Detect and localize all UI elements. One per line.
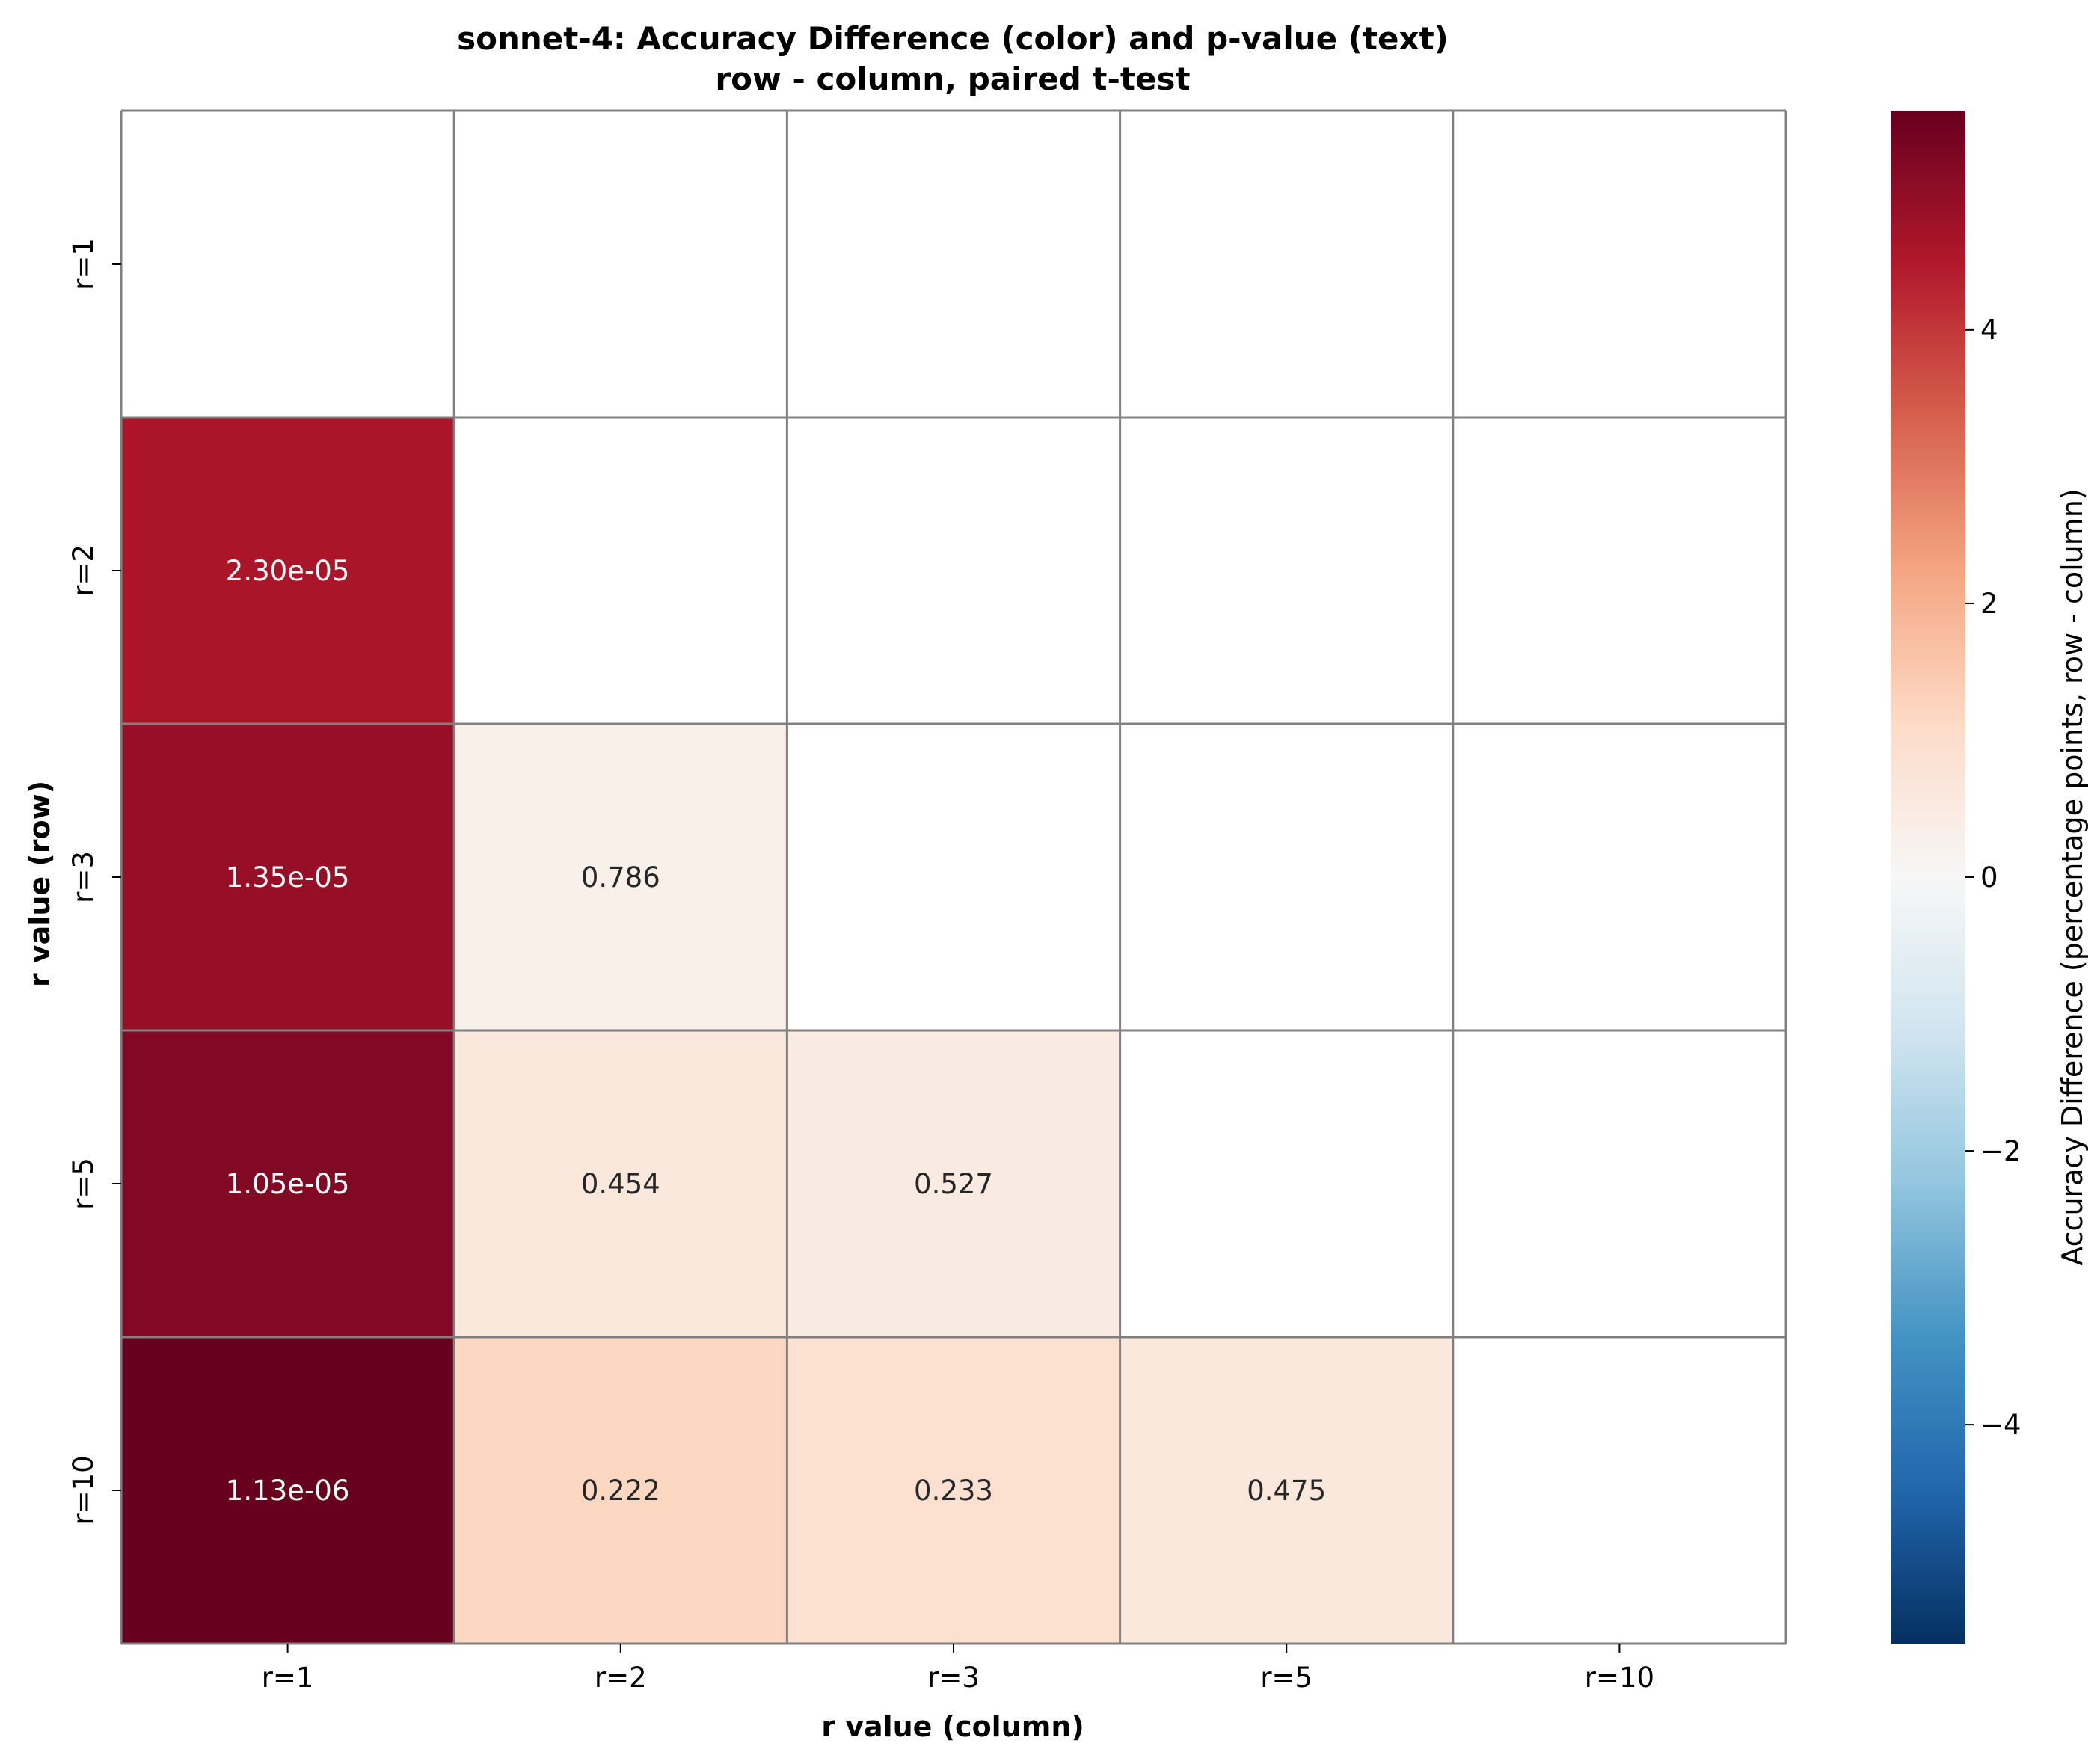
heatmap-cell-labels: 2.30e-05 1.35e-05 0.786 1.05e-05 0.454 0.527 1… [226, 555, 1326, 1507]
heatmap-cell [454, 1030, 787, 1337]
chart-title-line1: sonnet-4: Accuracy Difference (color) an… [457, 20, 1449, 57]
cell-p-value-label: 2.30e-05 [226, 555, 350, 587]
colorbar-ticks: 4 2 0 −2 −4 [1965, 314, 2021, 1441]
heatmap-cells [121, 111, 1786, 1644]
heatmap-cell [454, 1337, 787, 1644]
heatmap-cell [121, 724, 455, 1030]
heatmap-cell [121, 417, 455, 724]
chart-title-line2: row - column, paired t-test [715, 61, 1190, 97]
y-axis-label: r value (row) [23, 781, 56, 987]
cell-p-value-label: 0.233 [914, 1475, 993, 1507]
cell-p-value-label: 0.454 [581, 1168, 660, 1200]
cell-p-value-label: 0.475 [1247, 1475, 1326, 1507]
x-tick-label: r=10 [1585, 1662, 1654, 1694]
heatmap-cell [121, 1030, 455, 1337]
colorbar-tick-label: −4 [1980, 1409, 2021, 1441]
cell-p-value-label: 1.35e-05 [226, 861, 350, 894]
cell-p-value-label: 0.786 [581, 861, 660, 894]
colorbar-tick-label: −2 [1980, 1135, 2021, 1167]
heatmap-cell [1120, 1337, 1453, 1644]
cell-p-value-label: 0.527 [914, 1168, 993, 1200]
y-tick-label: r=10 [67, 1455, 99, 1525]
colorbar [1891, 111, 1965, 1644]
colorbar-tick-label: 2 [1980, 588, 1998, 620]
y-tick-label: r=2 [67, 544, 99, 597]
colorbar-label: Accuracy Difference (percentage points, … [2056, 488, 2089, 1265]
x-tick-label: r=2 [595, 1662, 647, 1694]
cell-p-value-label: 1.13e-06 [226, 1475, 350, 1507]
colorbar-tick-label: 4 [1980, 314, 1998, 346]
cell-p-value-label: 0.222 [581, 1475, 660, 1507]
x-axis-label: r value (column) [821, 1710, 1084, 1743]
cell-p-value-label: 1.05e-05 [226, 1168, 350, 1200]
heatmap-cell [121, 1337, 455, 1644]
x-tick-label: r=3 [927, 1662, 980, 1694]
heatmap-cell [787, 1030, 1120, 1337]
y-tick-label: r=3 [67, 851, 99, 903]
y-tick-label: r=1 [67, 238, 99, 290]
x-axis-ticks: r=1 r=2 r=3 r=5 r=10 [262, 1644, 1654, 1694]
heatmap-cell [787, 1337, 1120, 1644]
y-tick-label: r=5 [67, 1158, 99, 1210]
colorbar-tick-label: 0 [1980, 861, 1998, 894]
x-tick-label: r=1 [262, 1662, 314, 1694]
x-tick-label: r=5 [1260, 1662, 1312, 1694]
heatmap-cell [454, 724, 787, 1030]
y-axis-ticks: r=1 r=2 r=3 r=5 r=10 [67, 238, 121, 1525]
